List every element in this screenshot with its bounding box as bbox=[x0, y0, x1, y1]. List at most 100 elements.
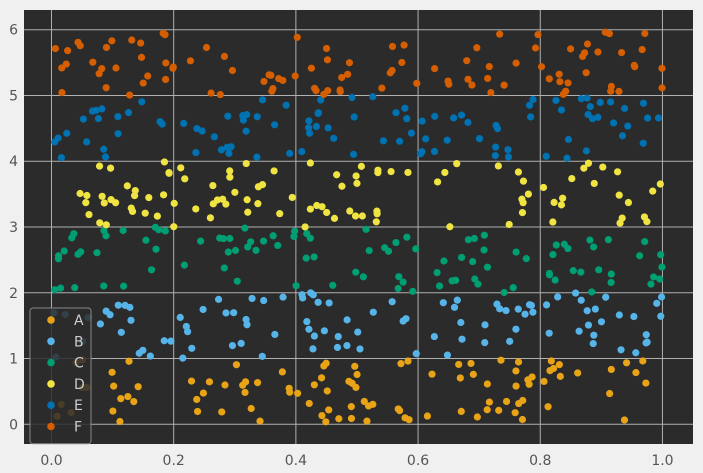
point-D-73 bbox=[141, 209, 149, 217]
point-B-10 bbox=[310, 332, 319, 340]
point-C-52 bbox=[435, 282, 444, 290]
point-C-34 bbox=[464, 236, 473, 244]
legend-label-C: C bbox=[74, 356, 84, 372]
point-B-9 bbox=[521, 310, 529, 318]
point-A-52 bbox=[335, 415, 343, 423]
legend-box bbox=[29, 307, 92, 445]
x-tick-label-2: 0.4 bbox=[285, 453, 307, 469]
point-E-35 bbox=[643, 114, 652, 122]
point-F-92 bbox=[58, 89, 66, 97]
point-C-95 bbox=[291, 227, 299, 235]
point-D-96 bbox=[243, 196, 251, 204]
point-B-39 bbox=[96, 320, 104, 328]
point-C-43 bbox=[522, 255, 530, 263]
point-B-77 bbox=[230, 309, 238, 317]
point-B-97 bbox=[325, 299, 333, 307]
point-C-73 bbox=[545, 271, 554, 279]
point-E-46 bbox=[639, 99, 648, 107]
point-F-30 bbox=[137, 39, 145, 47]
point-B-4 bbox=[458, 335, 466, 343]
point-C-65 bbox=[590, 243, 598, 251]
point-F-83 bbox=[269, 84, 277, 93]
point-D-4 bbox=[160, 158, 169, 166]
point-A-25 bbox=[512, 367, 520, 375]
point-C-91 bbox=[658, 263, 666, 271]
point-A-64 bbox=[512, 382, 520, 390]
point-B-85 bbox=[527, 301, 536, 309]
point-E-2 bbox=[180, 119, 188, 128]
point-E-83 bbox=[392, 109, 400, 117]
point-E-95 bbox=[317, 96, 325, 104]
point-A-35 bbox=[364, 402, 373, 410]
point-C-74 bbox=[586, 236, 594, 244]
point-F-16 bbox=[51, 44, 59, 53]
point-A-12 bbox=[547, 357, 555, 365]
point-C-62 bbox=[470, 234, 478, 243]
point-B-14 bbox=[309, 345, 317, 353]
point-D-27 bbox=[301, 223, 309, 231]
point-C-98 bbox=[55, 252, 63, 260]
point-F-24 bbox=[137, 53, 146, 61]
point-D-88 bbox=[494, 162, 502, 170]
point-D-39 bbox=[219, 195, 227, 203]
point-C-12 bbox=[483, 263, 492, 271]
y-tick-label-5: 5 bbox=[9, 88, 18, 104]
point-D-10 bbox=[192, 205, 200, 213]
point-D-62 bbox=[580, 164, 588, 172]
point-D-48 bbox=[123, 182, 131, 190]
point-E-53 bbox=[114, 112, 122, 121]
point-D-53 bbox=[505, 220, 513, 229]
series-C bbox=[51, 223, 666, 297]
point-B-87 bbox=[583, 307, 591, 315]
point-C-23 bbox=[290, 232, 298, 241]
point-F-36 bbox=[537, 63, 546, 71]
point-F-85 bbox=[473, 44, 481, 52]
point-C-83 bbox=[551, 276, 559, 284]
point-D-79 bbox=[165, 169, 173, 177]
point-F-40 bbox=[64, 47, 72, 55]
point-F-65 bbox=[320, 90, 328, 98]
point-A-36 bbox=[130, 397, 138, 406]
point-E-4 bbox=[224, 112, 232, 120]
point-A-90 bbox=[325, 406, 333, 414]
point-E-48 bbox=[582, 147, 590, 155]
point-D-85 bbox=[288, 193, 296, 202]
point-C-96 bbox=[100, 226, 108, 235]
point-B-66 bbox=[615, 311, 623, 319]
point-B-40 bbox=[333, 343, 342, 352]
point-E-82 bbox=[138, 98, 146, 106]
point-D-22 bbox=[351, 212, 360, 220]
point-F-75 bbox=[531, 44, 540, 52]
point-B-99 bbox=[117, 328, 125, 336]
point-A-77 bbox=[401, 414, 409, 422]
point-F-70 bbox=[275, 75, 283, 83]
point-B-80 bbox=[369, 308, 377, 316]
x-axis-ticks: 0.0 0.2 0.4 0.6 0.8 1.0 bbox=[40, 453, 673, 469]
series-F bbox=[51, 28, 666, 99]
point-D-66 bbox=[550, 198, 558, 207]
point-D-41 bbox=[358, 212, 366, 220]
legend-marker-D bbox=[47, 380, 55, 388]
point-D-7 bbox=[514, 168, 523, 176]
point-A-74 bbox=[232, 361, 241, 369]
point-E-75 bbox=[422, 135, 430, 143]
point-C-57 bbox=[604, 236, 613, 244]
point-E-50 bbox=[305, 117, 313, 125]
point-F-69 bbox=[338, 73, 346, 82]
point-C-11 bbox=[457, 253, 466, 262]
point-F-37 bbox=[260, 77, 268, 86]
point-C-72 bbox=[302, 254, 310, 262]
point-B-67 bbox=[575, 327, 583, 335]
point-D-38 bbox=[254, 200, 262, 208]
point-C-94 bbox=[647, 280, 655, 288]
point-B-95 bbox=[183, 328, 192, 336]
point-E-56 bbox=[198, 127, 206, 135]
point-A-19 bbox=[256, 417, 264, 425]
point-F-99 bbox=[336, 86, 344, 94]
point-A-4 bbox=[555, 361, 563, 369]
point-E-10 bbox=[98, 105, 106, 113]
legend-label-B: B bbox=[74, 334, 84, 350]
point-D-44 bbox=[226, 167, 234, 175]
legend-item-C: C bbox=[47, 356, 84, 372]
